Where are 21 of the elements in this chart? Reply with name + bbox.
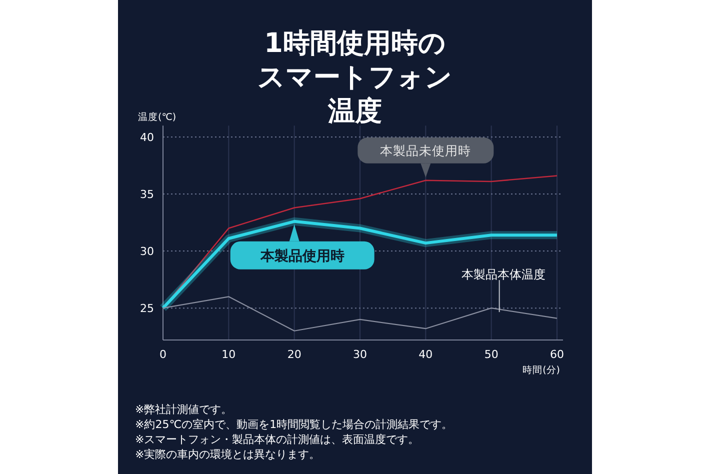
x-tick-label: 60 — [550, 348, 564, 361]
text: ※実際の車内の環境とは異なります。 — [135, 448, 320, 461]
series-label: 本製品未使用時 — [380, 142, 472, 158]
y-tick-label: 40 — [140, 131, 154, 144]
text: 本製品本体温度 — [461, 267, 546, 282]
text: ※スマートフォン・製品本体の計測値は、表面温度です。 — [135, 433, 420, 446]
x-tick-label: 30 — [353, 348, 367, 361]
y-tick-label: 30 — [140, 245, 154, 258]
y-tick-label: 25 — [140, 302, 154, 316]
text: ※弊社計測値です。 — [135, 403, 232, 416]
x-tick-label: 40 — [418, 348, 433, 361]
series-label: 本製品使用時 — [259, 248, 344, 264]
chart-title: 1時間使用時のスマートフォン温度 — [258, 28, 452, 127]
text: ※約25℃の室内で、動画を1時間閲覧した場合の計測結果です。 — [135, 418, 453, 431]
x-tick-label: 50 — [484, 348, 498, 361]
y-axis-title: 温度(℃) — [138, 111, 176, 123]
x-axis-title: 時間(分) — [522, 364, 560, 376]
y-tick-label: 35 — [140, 188, 154, 202]
x-tick-label: 10 — [222, 348, 236, 361]
x-tick-label: 20 — [287, 348, 302, 361]
x-tick-label: 0 — [160, 348, 166, 361]
